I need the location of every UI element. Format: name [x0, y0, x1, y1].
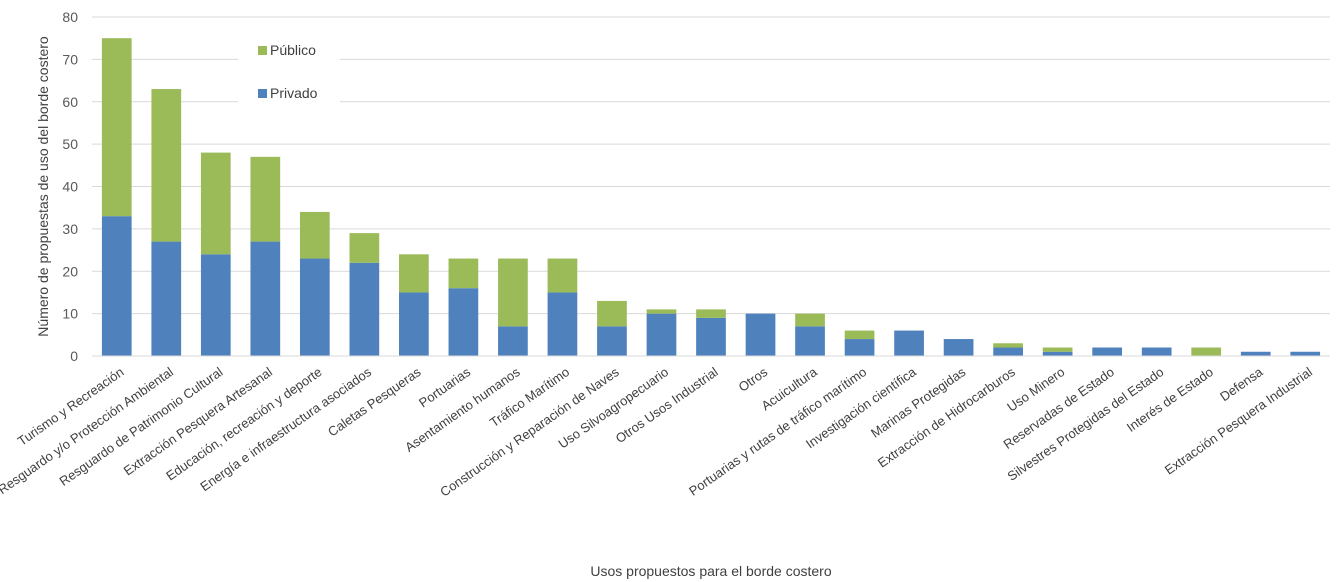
bar-privado — [1042, 351, 1073, 356]
bar-p-blico — [101, 38, 132, 217]
bar-privado — [151, 241, 182, 356]
y-tick-label: 20 — [62, 263, 78, 279]
legend-background — [238, 34, 340, 118]
bar-privado — [844, 339, 875, 356]
bar-p-blico — [349, 233, 380, 263]
bar-privado — [1092, 347, 1123, 356]
y-tick-label: 0 — [70, 348, 78, 364]
bar-privado — [399, 292, 429, 356]
legend-label: Privado — [270, 85, 318, 101]
bar-privado — [1290, 351, 1321, 356]
bar-p-blico — [399, 254, 429, 293]
bar-privado — [646, 313, 677, 357]
bar-privado — [696, 317, 726, 356]
bar-p-blico — [844, 330, 875, 340]
bar-privado — [200, 254, 231, 356]
bars — [101, 38, 1321, 357]
bar-privado — [894, 330, 924, 356]
bar-privado — [993, 347, 1023, 356]
bar-p-blico — [299, 211, 330, 259]
y-tick-label: 50 — [62, 136, 78, 152]
bar-p-blico — [795, 313, 825, 327]
x-category-label: Caletas Pesqueras — [325, 364, 424, 440]
bar-p-blico — [498, 258, 528, 327]
bar-p-blico — [1191, 347, 1222, 356]
bar-privado — [498, 326, 528, 356]
bar-privado — [250, 241, 281, 356]
bar-privado — [1240, 351, 1271, 356]
x-axis-title: Usos propuestos para el borde costero — [590, 563, 831, 579]
bar-privado — [349, 262, 380, 356]
bar-p-blico — [250, 156, 281, 242]
y-axis-title: Número de propuestas de uso del borde co… — [35, 36, 51, 337]
legend-label: Público — [270, 42, 316, 58]
bar-p-blico — [696, 309, 726, 318]
bar-p-blico — [597, 300, 627, 327]
legend: Público Privado — [238, 34, 340, 118]
y-tick-label: 70 — [62, 51, 78, 67]
bar-privado — [101, 216, 132, 356]
bar-privado — [448, 288, 479, 356]
bar-p-blico — [646, 309, 677, 314]
bar-privado — [795, 326, 825, 356]
bar-privado — [1141, 347, 1172, 356]
bar-privado — [745, 313, 776, 357]
y-tick-label: 30 — [62, 221, 78, 237]
y-tick-label: 80 — [62, 9, 78, 25]
legend-swatch — [258, 89, 267, 98]
bar-p-blico — [993, 343, 1023, 348]
x-category-label: Portuarias y rutas de tráfico marítimo — [686, 364, 869, 499]
y-axis-ticks: 0 10 20 30 40 50 60 70 80 — [62, 9, 78, 364]
bar-p-blico — [547, 258, 578, 293]
y-tick-label: 60 — [62, 94, 78, 110]
bar-privado — [299, 258, 330, 356]
legend-swatch — [258, 46, 267, 55]
bar-privado — [597, 326, 627, 356]
x-category-label: Otros — [736, 364, 771, 395]
bar-p-blico — [448, 258, 479, 289]
y-tick-label: 40 — [62, 179, 78, 195]
bar-privado — [547, 292, 578, 356]
x-category-label: Construcción y Reparación de Naves — [437, 364, 622, 500]
bar-p-blico — [151, 89, 182, 242]
bar-p-blico — [1042, 347, 1073, 352]
bar-p-blico — [200, 152, 231, 255]
x-category-label: Interés de Estado — [1124, 364, 1216, 435]
bar-privado — [943, 339, 974, 356]
y-tick-label: 10 — [62, 306, 78, 322]
